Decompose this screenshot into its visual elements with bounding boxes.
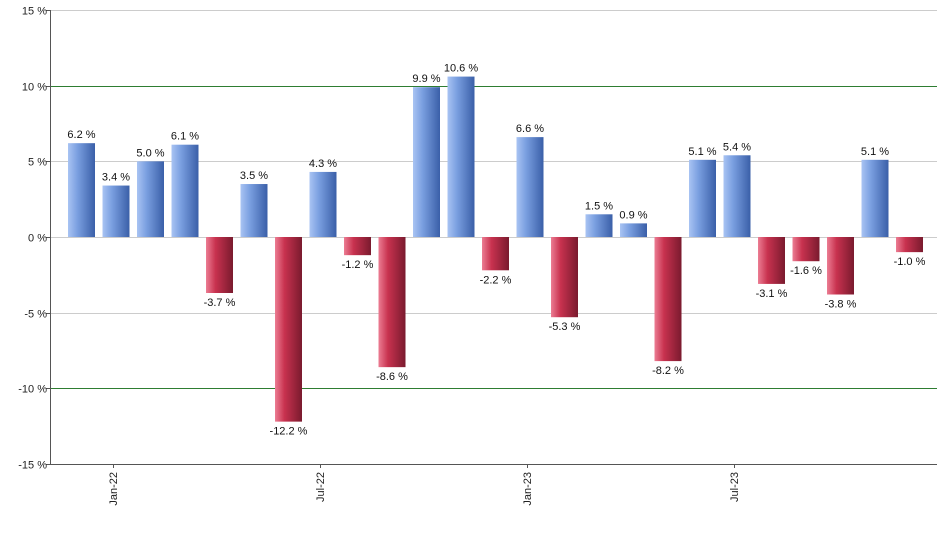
data-label-12: 10.6 % bbox=[444, 63, 478, 75]
data-label-11: 9.9 % bbox=[412, 73, 440, 85]
data-label-6: 3.5 % bbox=[240, 170, 268, 182]
data-labels: 6.2 % 3.4 % 5.0 % 6.1 % -3.7 % 3.5 % -12.2 % 4.… bbox=[67, 63, 925, 438]
bar-25 bbox=[896, 237, 923, 253]
data-label-4: 6.1 % bbox=[171, 131, 199, 143]
x-tick-label: Jan-22 bbox=[108, 472, 120, 506]
data-label-7: -12.2 % bbox=[270, 426, 308, 438]
bar-10 bbox=[378, 237, 406, 368]
bars bbox=[68, 76, 923, 422]
data-label-21: -3.1 % bbox=[756, 288, 788, 300]
bar-7 bbox=[275, 237, 302, 422]
bar-19 bbox=[689, 159, 716, 237]
bar-2 bbox=[102, 185, 130, 237]
data-label-23: -3.8 % bbox=[825, 299, 857, 311]
data-label-8: 4.3 % bbox=[309, 158, 337, 170]
data-label-17: 0.9 % bbox=[619, 209, 647, 221]
data-label-5: -3.7 % bbox=[204, 297, 236, 309]
bar-21 bbox=[758, 237, 785, 284]
bar-4 bbox=[171, 144, 199, 237]
data-label-19: 5.1 % bbox=[688, 146, 716, 158]
data-label-16: 1.5 % bbox=[585, 200, 613, 212]
bar-14 bbox=[516, 137, 544, 237]
bar-13 bbox=[482, 237, 509, 271]
x-axis-ticks: Jan-22 Jul-22 Jan-23 Jul-23 bbox=[108, 464, 741, 506]
bar-12 bbox=[447, 76, 475, 237]
bar-23 bbox=[827, 237, 854, 295]
data-label-25: -1.0 % bbox=[894, 256, 926, 268]
data-label-18: -8.2 % bbox=[652, 365, 684, 377]
data-label-9: -1.2 % bbox=[342, 259, 374, 271]
data-label-3: 5.0 % bbox=[136, 147, 164, 159]
y-tick-label: -15 % bbox=[18, 460, 47, 472]
bar-16 bbox=[585, 214, 613, 237]
bar-11 bbox=[413, 87, 440, 238]
x-tick-label: Jan-23 bbox=[522, 472, 534, 506]
bar-24 bbox=[861, 159, 889, 237]
y-tick-label: 10 % bbox=[22, 82, 47, 94]
x-tick-label: Jul-23 bbox=[729, 472, 741, 502]
data-label-14: 6.6 % bbox=[516, 123, 544, 135]
y-tick-label: -5 % bbox=[24, 309, 47, 321]
data-label-1: 6.2 % bbox=[67, 129, 95, 141]
bar-18 bbox=[654, 237, 682, 362]
y-tick-label: 5 % bbox=[28, 157, 47, 169]
y-axis-ticks: 15 % 10 % 5 % 0 % -5 % -10 % -15 % bbox=[18, 6, 50, 472]
x-tick-label: Jul-22 bbox=[315, 472, 327, 502]
bar-1 bbox=[68, 143, 95, 237]
data-label-13: -2.2 % bbox=[480, 274, 512, 286]
bar-5 bbox=[206, 237, 233, 293]
y-tick-label: 15 % bbox=[22, 6, 47, 18]
data-label-22: -1.6 % bbox=[790, 265, 822, 277]
bar-8 bbox=[309, 171, 337, 237]
data-label-24: 5.1 % bbox=[861, 146, 889, 158]
data-label-10: -8.6 % bbox=[376, 371, 408, 383]
bar-6 bbox=[240, 184, 268, 237]
data-label-20: 5.4 % bbox=[723, 141, 751, 153]
y-tick-label: 0 % bbox=[28, 233, 47, 245]
bar-17 bbox=[620, 223, 647, 237]
bar-3 bbox=[137, 161, 164, 237]
axes bbox=[50, 10, 937, 465]
bar-22 bbox=[792, 237, 820, 262]
bar-20 bbox=[723, 155, 751, 237]
data-label-2: 3.4 % bbox=[102, 172, 130, 184]
bar-9 bbox=[344, 237, 371, 256]
y-tick-label: -10 % bbox=[18, 384, 47, 396]
bar-15 bbox=[551, 237, 578, 318]
data-label-15: -5.3 % bbox=[549, 321, 581, 333]
